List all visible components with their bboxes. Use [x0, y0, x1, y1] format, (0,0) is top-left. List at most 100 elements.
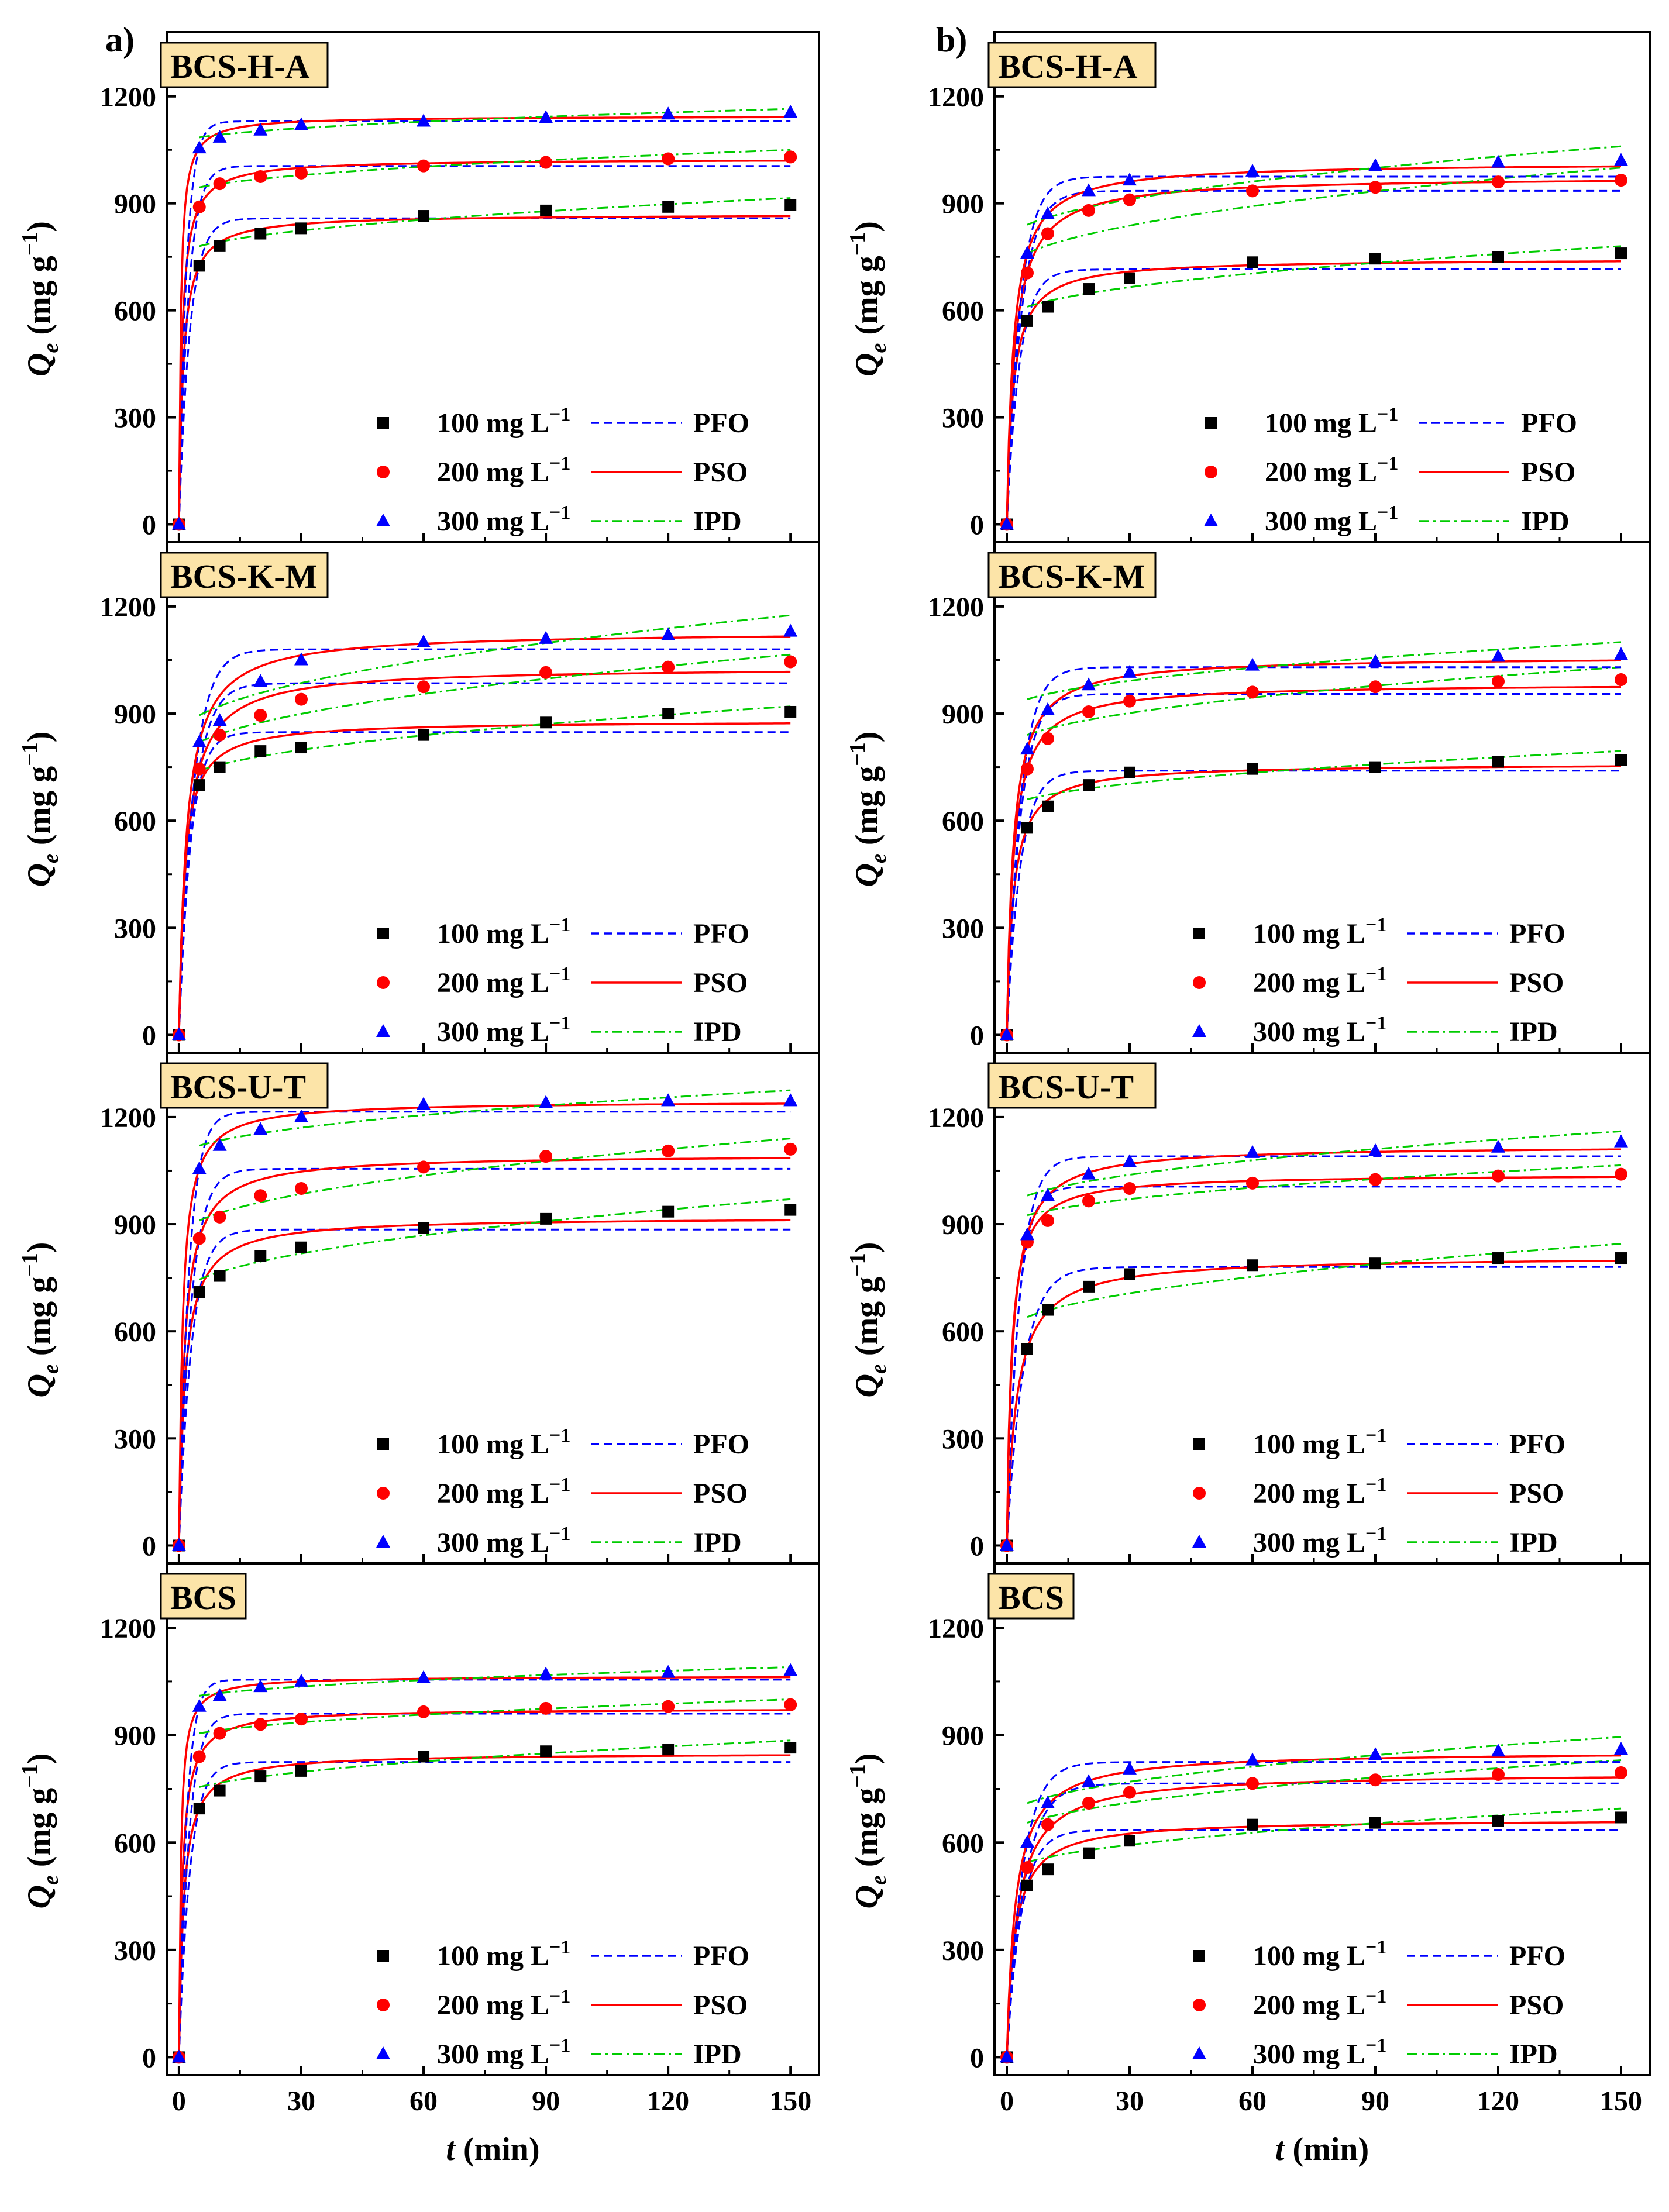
data-point — [253, 674, 268, 687]
data-point — [539, 1095, 553, 1108]
y-label-q: Q — [849, 1885, 885, 1908]
y-tick-label: 0 — [142, 1020, 156, 1051]
data-point — [193, 1286, 205, 1298]
data-point — [1247, 763, 1258, 775]
legend-label-main: 200 mg L — [437, 1990, 549, 2021]
data-point — [192, 1698, 207, 1712]
data-point — [784, 1742, 797, 1754]
data-point — [1492, 1252, 1504, 1265]
data-point — [254, 1189, 267, 1203]
y-tick-label: 1200 — [928, 592, 984, 623]
legend-label: 300 mg L−1 — [437, 1523, 570, 1558]
legend-model-label: IPD — [1521, 506, 1570, 537]
data-point — [661, 106, 676, 120]
legend-label: 100 mg L−1 — [437, 914, 570, 949]
data-point — [1082, 1796, 1095, 1810]
data-point — [1245, 163, 1260, 177]
data-point — [417, 634, 431, 647]
y-label-sup: −1 — [845, 742, 870, 766]
data-point — [539, 630, 553, 644]
legend-marker — [1205, 417, 1217, 429]
panel-title: BCS — [170, 1579, 236, 1617]
y-label-sub: e — [39, 853, 63, 863]
legend-label-main: 100 mg L — [437, 408, 549, 439]
data-point — [1041, 206, 1055, 219]
y-label-sub: e — [39, 1364, 63, 1374]
y-label-sup: −1 — [845, 232, 870, 256]
x-tick-label: 60 — [1238, 2086, 1267, 2117]
legend-label-main: 300 mg L — [437, 2039, 549, 2070]
pfo-fit-line — [178, 682, 791, 1035]
data-point — [1000, 1027, 1014, 1040]
legend-label-main: 100 mg L — [1265, 408, 1377, 439]
y-tick-label: 300 — [942, 403, 984, 434]
data-point — [1369, 253, 1381, 265]
panel-title: BCS-K-M — [998, 557, 1145, 595]
data-point — [1123, 1761, 1137, 1775]
panel-title-box — [987, 42, 1157, 88]
legend-marker — [377, 1438, 389, 1450]
legend-model-label: IPD — [1509, 1017, 1558, 1048]
data-point — [1020, 742, 1034, 755]
legend-marker — [1193, 1950, 1205, 1962]
data-point — [171, 516, 186, 530]
panel-title-box — [987, 1573, 1075, 1620]
data-point — [417, 1097, 431, 1110]
y-label-sup: −1 — [18, 742, 42, 766]
data-point — [193, 260, 205, 272]
data-point — [254, 1770, 267, 1783]
legend-model-label: PFO — [693, 1429, 749, 1460]
y-axis-label: Qe (mg g−1) — [18, 221, 63, 377]
data-point — [784, 1204, 797, 1216]
data-point — [1491, 1139, 1505, 1153]
data-point — [1082, 1774, 1096, 1787]
pfo-fit-line — [1006, 1186, 1621, 1546]
pfo-fit-line — [178, 731, 791, 1035]
pso-fit-line — [178, 1102, 791, 1546]
pso-fit-line — [178, 1754, 791, 2058]
x-tick-label: 150 — [769, 2086, 811, 2117]
data-point — [539, 1701, 553, 1715]
legend-marker — [1205, 466, 1217, 478]
data-point — [662, 1205, 675, 1218]
x-axis-label: t (min) — [1275, 2131, 1369, 2168]
data-point — [540, 204, 552, 216]
legend-marker — [377, 1999, 390, 2011]
data-point — [1000, 516, 1014, 530]
ipd-fit-line — [1027, 1759, 1622, 1824]
data-point — [294, 1673, 308, 1687]
legend-model-label: IPD — [693, 506, 742, 537]
legend-label: 100 mg L−1 — [1253, 1425, 1386, 1460]
legend-model-label: PFO — [1521, 408, 1577, 439]
data-point — [192, 762, 206, 776]
data-point — [662, 152, 675, 166]
data-point — [171, 1538, 186, 1551]
pso-fit-line — [1006, 659, 1621, 1035]
data-point — [1041, 227, 1054, 240]
column-label-b: b) — [936, 20, 967, 59]
data-point — [1614, 1134, 1628, 1148]
data-point — [1123, 1154, 1137, 1167]
y-label-units: (mg g — [849, 1277, 885, 1364]
legend-marker — [1204, 514, 1218, 526]
legend-label-sup: −1 — [549, 1012, 570, 1034]
y-label-close: ) — [21, 732, 57, 743]
x-tick-label: 60 — [409, 2086, 438, 2117]
data-point — [1614, 647, 1628, 660]
y-label-close: ) — [21, 221, 57, 232]
y-label-units: (mg g — [21, 1277, 57, 1364]
legend-marker — [377, 976, 390, 989]
panel-title-box — [987, 1062, 1157, 1109]
panel-title-box — [160, 1573, 247, 1620]
ipd-fit-line — [1027, 666, 1622, 736]
y-label-sub: e — [866, 853, 891, 863]
y-tick-label: 600 — [114, 806, 156, 837]
data-point — [213, 177, 226, 191]
data-point — [1124, 272, 1135, 284]
ipd-fit-line — [1027, 1164, 1622, 1217]
ipd-fit-line — [1027, 750, 1622, 801]
data-point — [192, 1161, 207, 1174]
y-label-q: Q — [849, 863, 885, 887]
